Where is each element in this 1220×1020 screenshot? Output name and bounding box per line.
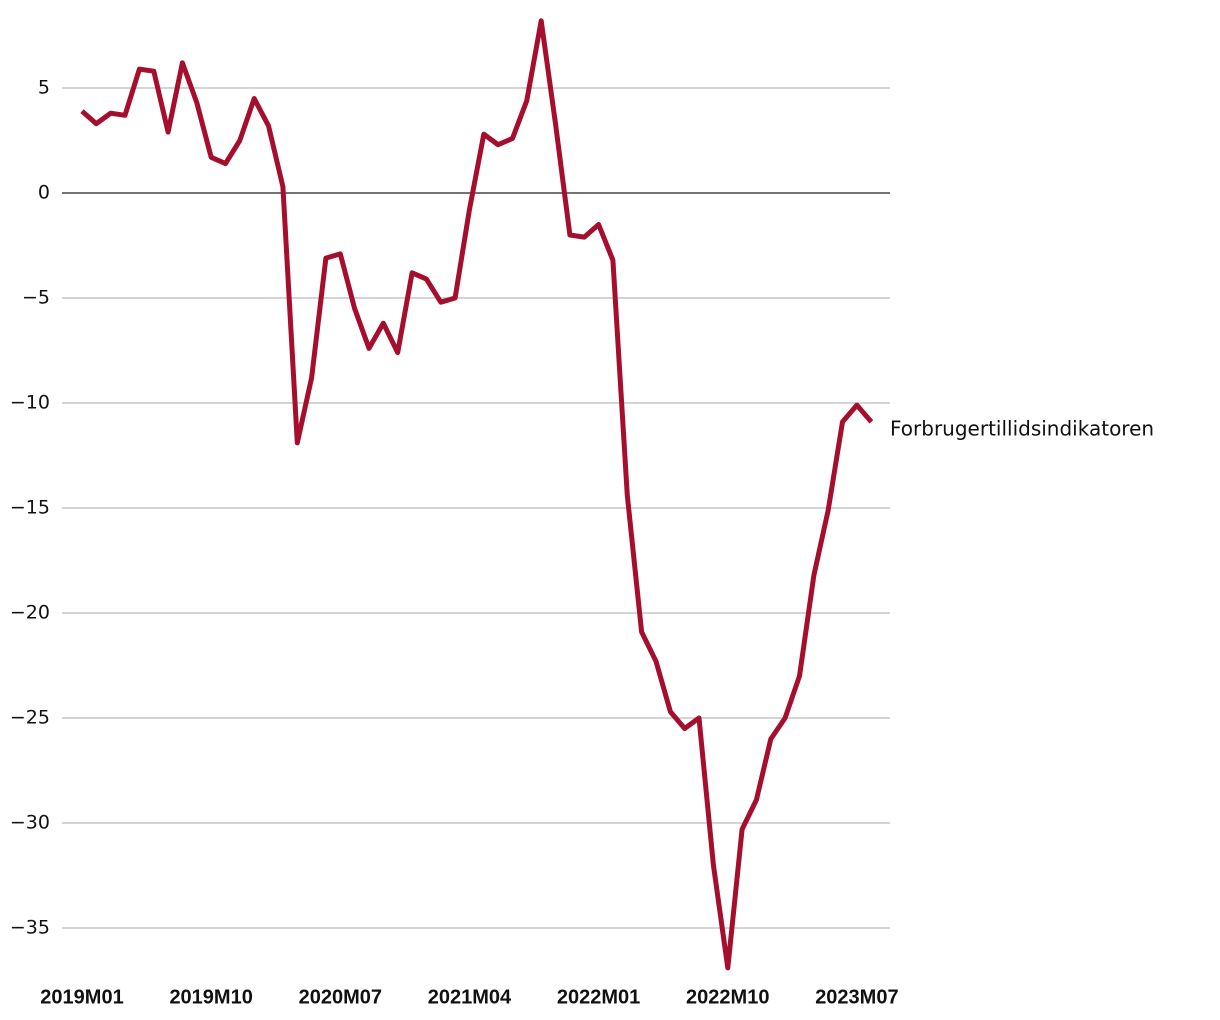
- y-tick-label: 0: [38, 182, 50, 204]
- x-tick-label: 2021M04: [428, 986, 512, 1008]
- x-tick-label: 2022M01: [557, 986, 640, 1008]
- x-tick-label: 2023M07: [815, 986, 898, 1008]
- x-tick-label: 2022M10: [686, 986, 769, 1008]
- y-tick-label: −20: [10, 602, 50, 624]
- x-tick-label: 2019M01: [40, 986, 123, 1008]
- y-tick-label: 5: [38, 77, 50, 99]
- y-tick-label: −35: [10, 917, 50, 939]
- y-tick-label: −25: [10, 707, 50, 729]
- y-tick-label: −5: [22, 287, 50, 309]
- series-line: [80, 18, 874, 971]
- y-tick-label: −15: [10, 497, 50, 519]
- y-tick-label: −10: [10, 392, 50, 414]
- series-label: Forbrugertillidsindikatoren: [890, 416, 1154, 440]
- y-tick-label: −30: [10, 812, 50, 834]
- x-tick-label: 2020M07: [299, 986, 382, 1008]
- x-tick-label: 2019M10: [169, 986, 252, 1008]
